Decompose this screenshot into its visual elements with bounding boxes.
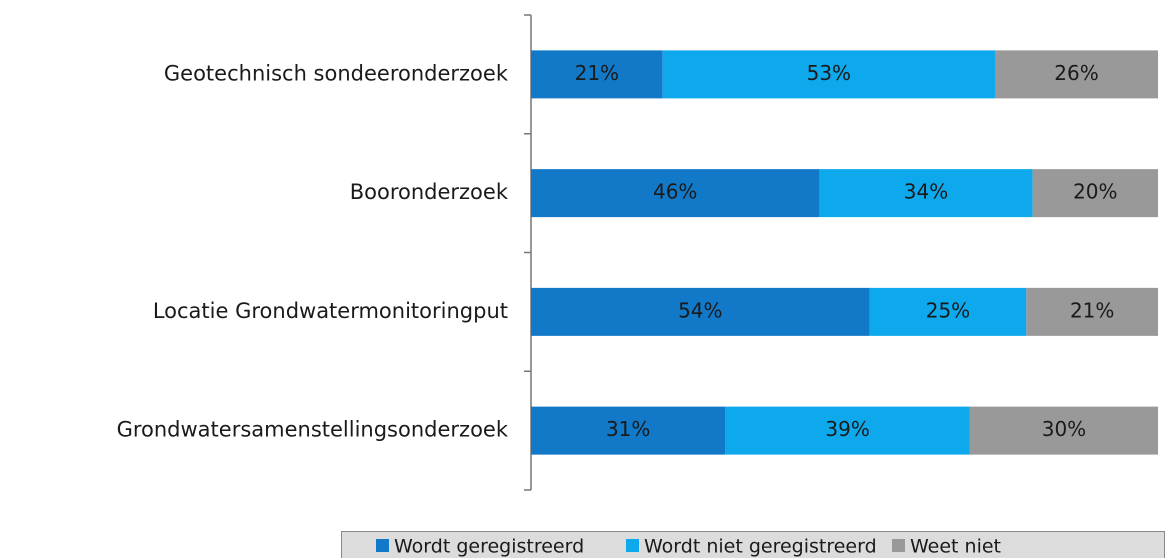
legend-label: Wordt niet geregistreerd <box>644 536 877 558</box>
category-label: Booronderzoek <box>350 180 509 204</box>
bar-segment <box>531 169 820 218</box>
value-label: 53% <box>807 61 851 85</box>
value-label: 21% <box>575 61 619 85</box>
bar-segment <box>531 50 663 99</box>
bar-segment <box>725 406 970 455</box>
bar-segment <box>869 287 1027 336</box>
category-label: Geotechnisch sondeeronderzoek <box>164 61 509 85</box>
legend-label: Weet niet <box>910 536 1001 558</box>
value-label: 21% <box>1070 298 1114 322</box>
value-label: 39% <box>825 417 869 441</box>
value-label: 26% <box>1054 61 1098 85</box>
bar-segment <box>531 406 726 455</box>
category-label: Locatie Grondwatermonitoringput <box>153 299 508 323</box>
legend-swatch <box>626 539 639 552</box>
bar-segment <box>969 406 1158 455</box>
bar-segment <box>819 169 1033 218</box>
legend-swatch <box>892 539 905 552</box>
bar-segment <box>531 287 870 336</box>
value-label: 25% <box>926 298 970 322</box>
legend-swatch <box>376 539 389 552</box>
value-label: 20% <box>1073 180 1117 204</box>
legend-box <box>341 531 1165 558</box>
value-label: 30% <box>1042 417 1086 441</box>
bar-segment <box>662 50 995 99</box>
legend-label: Wordt geregistreerd <box>394 536 584 558</box>
bar-segment <box>1026 287 1158 336</box>
bar-segment <box>994 50 1158 99</box>
value-label: 46% <box>653 180 697 204</box>
bar-segment <box>1032 169 1158 218</box>
value-label: 54% <box>678 298 722 322</box>
value-label: 34% <box>904 180 948 204</box>
value-label: 31% <box>606 417 650 441</box>
category-label: Grondwatersamenstellingsonderzoek <box>117 418 509 442</box>
